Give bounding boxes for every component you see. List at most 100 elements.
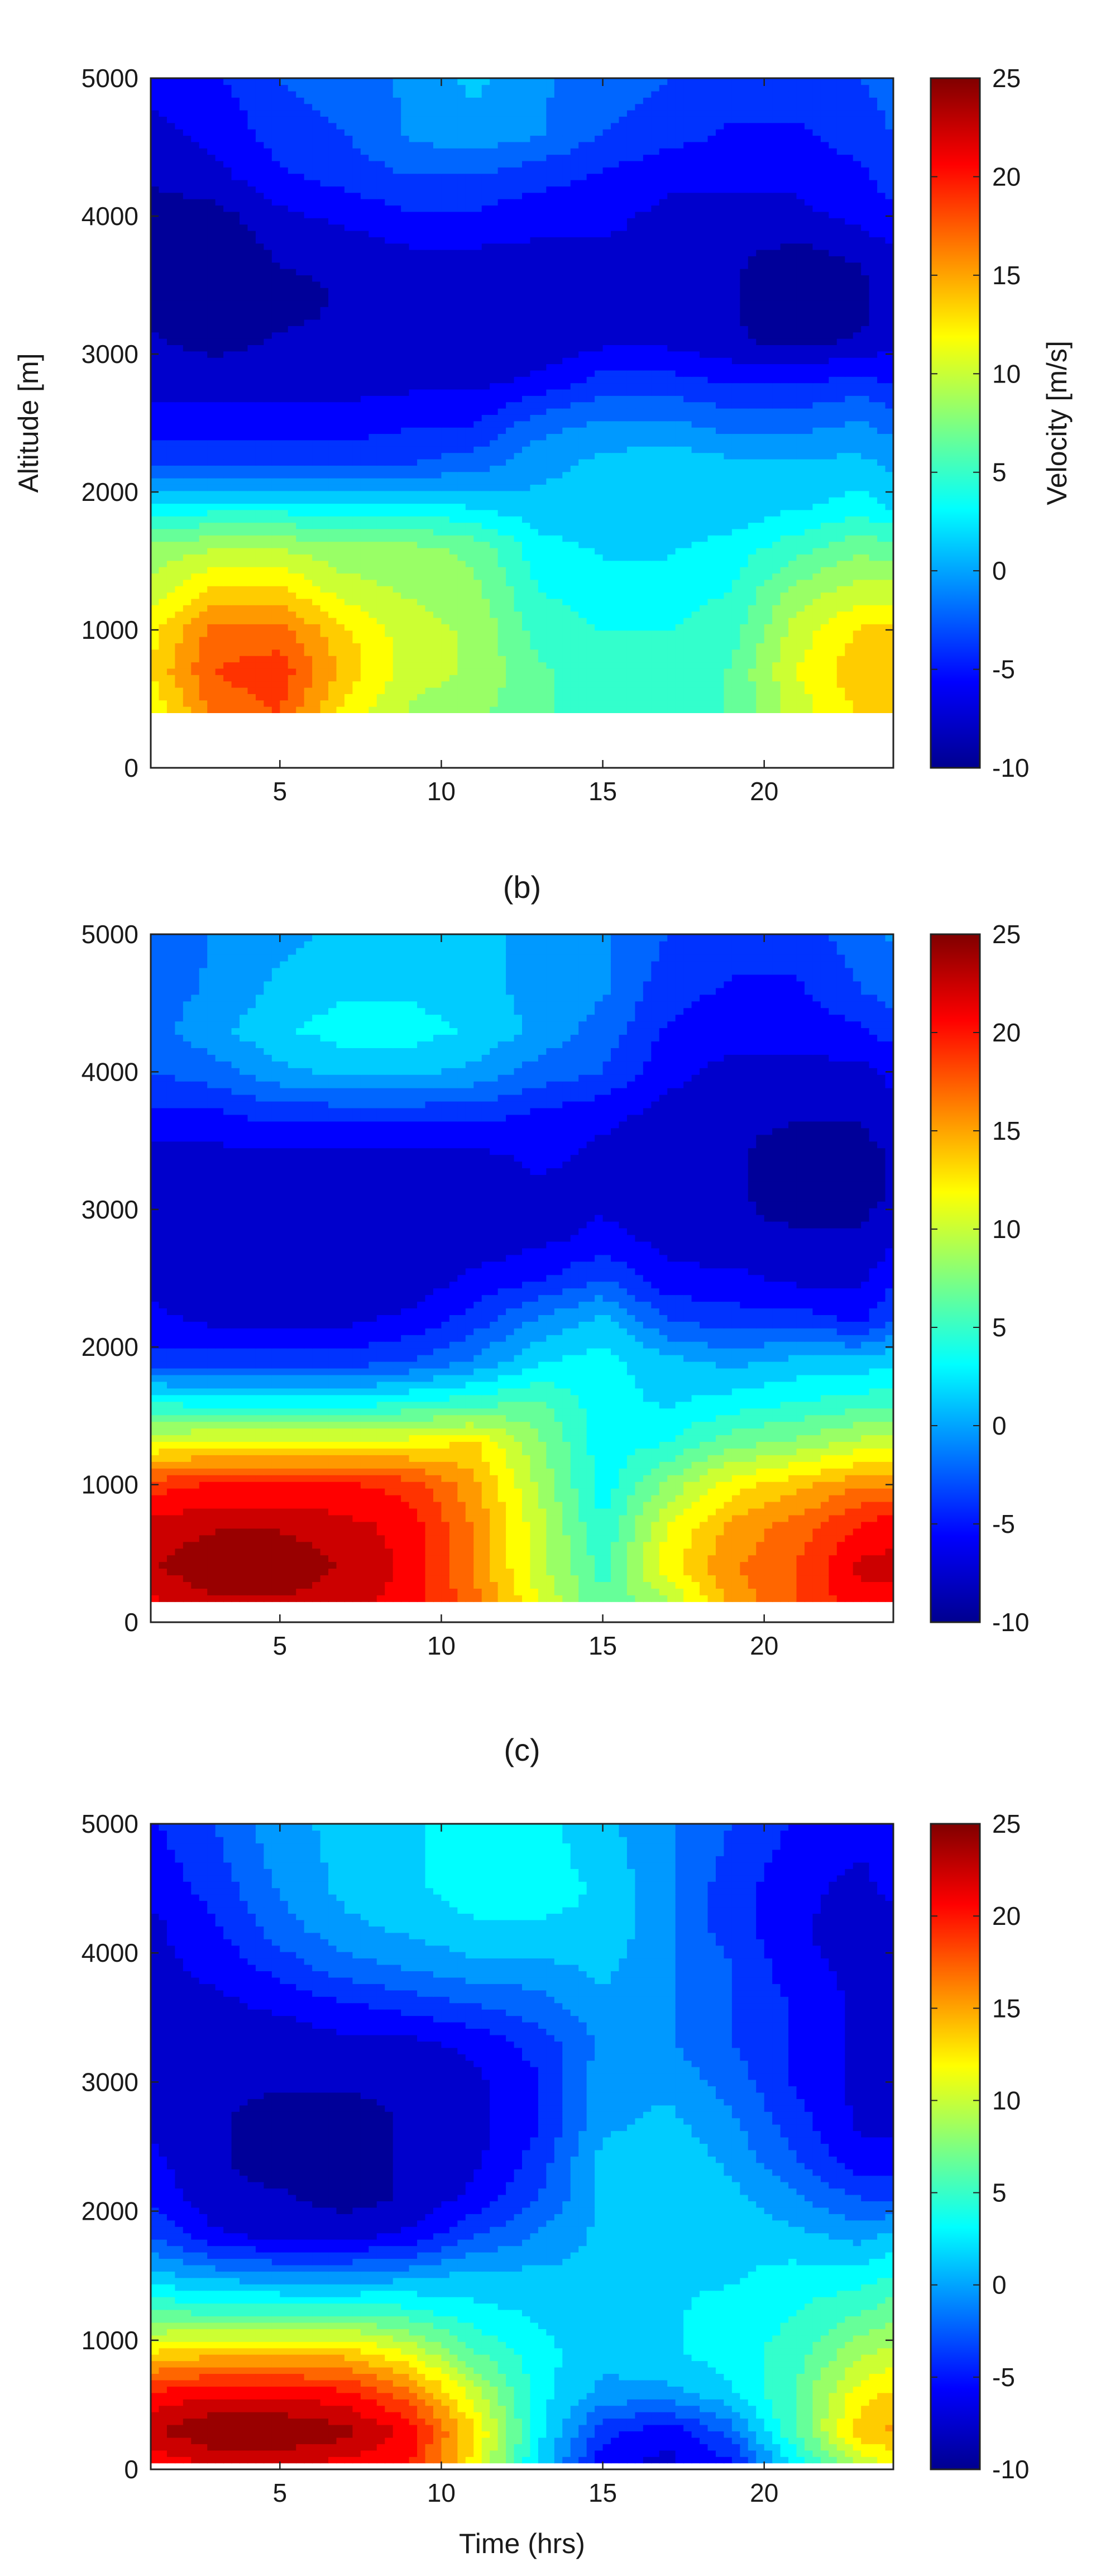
contour-cell [715,655,725,663]
contour-cell [320,535,329,542]
contour-cell [820,522,830,529]
contour-cell [497,585,506,593]
contour-cell [409,605,418,612]
contour-cell [288,376,297,384]
contour-cell [562,370,571,377]
contour-cell [175,605,184,612]
contour-cell [199,706,208,713]
contour-cell [788,700,797,707]
contour-cell [247,605,256,612]
contour-cell [393,630,401,637]
contour-cell [651,471,660,479]
contour-cell [417,541,426,548]
contour-cell [804,687,813,694]
contour-cell [296,439,305,447]
contour-cell [401,402,410,409]
contour-cell [231,655,240,663]
contour-cell [288,427,297,434]
contour-cell [191,573,200,580]
contour-cell [336,370,345,377]
contour-cell [473,408,482,415]
contour-cell [304,408,313,415]
contour-cell [724,458,733,466]
contour-cell [473,370,482,377]
contour-cell [586,522,595,529]
contour-cell [715,611,725,618]
contour-cell [691,700,700,707]
contour-cell [336,503,345,510]
contour-cell [853,636,862,644]
contour-cell [546,554,555,561]
contour-cell [497,624,506,631]
contour-cell [740,509,749,517]
contour-cell [748,706,757,713]
contour-cell [619,694,628,701]
contour-cell [376,636,386,644]
contour-cell [675,446,684,453]
contour-cell [506,408,515,415]
contour-cell [554,662,563,669]
contour-cell [675,452,684,460]
contour-cell [522,643,531,650]
contour-cell [700,496,709,504]
contour-cell [393,585,401,593]
contour-cell [845,420,854,428]
contour-cell [554,643,563,650]
contour-cell [344,490,353,498]
contour-cell [207,433,216,441]
contour-cell [207,681,216,688]
contour-cell [586,471,595,479]
contour-cell [796,408,805,415]
contour-cell [457,643,466,650]
contour-cell [344,433,353,441]
contour-cell [481,515,490,523]
contour-cell [280,547,289,555]
contour-cell [538,509,547,517]
contour-cell [320,617,329,624]
contour-cell [296,706,305,713]
contour-cell [820,408,830,415]
contour-cell [312,446,321,453]
contour-cell [336,420,345,428]
contour-cell [465,573,475,580]
contour-cell [304,547,313,555]
contour-cell [425,370,434,377]
contour-cell [441,496,450,504]
contour-cell [731,414,741,422]
contour-cell [796,554,805,561]
contour-cell [522,452,531,460]
contour-cell [626,630,636,637]
contour-cell [320,655,329,663]
contour-cell [288,465,297,472]
contour-cell [231,547,240,555]
contour-cell [497,477,506,485]
contour-cell [417,662,426,669]
contour-cell [175,579,184,586]
contour-cell [336,566,345,574]
contour-cell [731,687,741,694]
contour-cell [829,408,837,415]
contour-cell [595,573,604,580]
contour-cell [812,554,821,561]
contour-cell [255,636,265,644]
contour-cell [804,420,813,428]
contour-cell [497,515,506,523]
contour-cell [506,503,515,510]
contour-cell [667,496,676,504]
contour-cell [385,446,394,453]
contour-cell [611,389,620,396]
contour-cell [675,566,684,574]
contour-cell [651,383,660,390]
contour-cell [223,535,232,542]
contour-cell [312,471,321,479]
contour-cell [457,573,466,580]
contour-cell [635,535,644,542]
contour-cell [788,414,797,422]
contour-cell [635,395,644,403]
contour-cell [175,554,184,561]
contour-cell [740,624,749,631]
contour-cell [643,681,652,688]
contour-cell [796,452,805,460]
contour-cell [240,509,248,517]
contour-cell [191,681,200,688]
